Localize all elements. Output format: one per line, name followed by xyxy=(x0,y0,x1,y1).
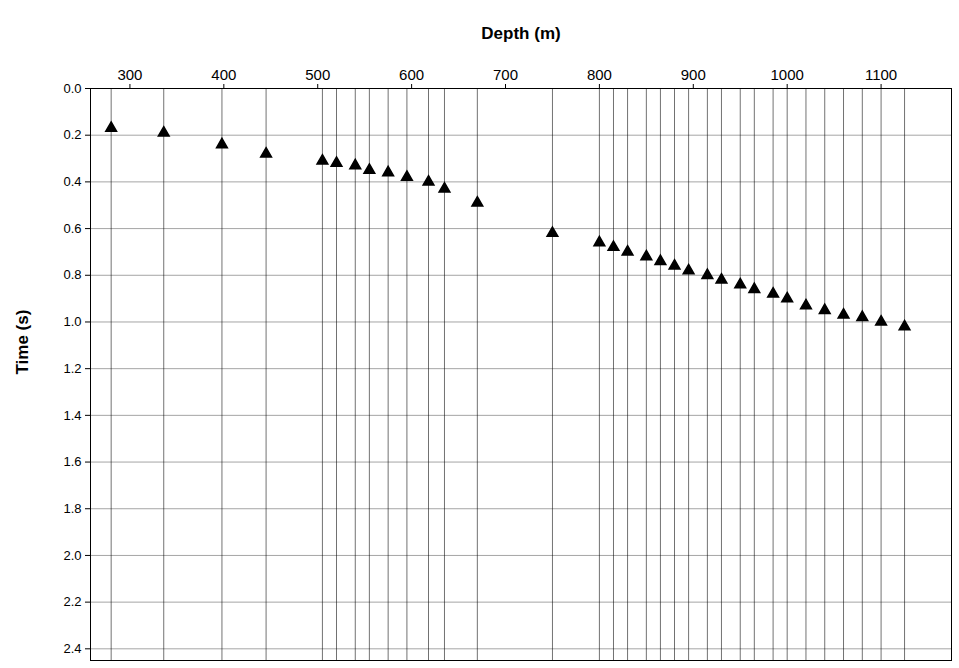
svg-text:600: 600 xyxy=(399,66,424,83)
svg-text:1.2: 1.2 xyxy=(63,361,81,376)
svg-text:Depth (m): Depth (m) xyxy=(481,24,560,43)
svg-text:500: 500 xyxy=(305,66,330,83)
svg-text:0.8: 0.8 xyxy=(63,267,81,282)
svg-text:1000: 1000 xyxy=(770,66,803,83)
svg-text:1.8: 1.8 xyxy=(63,501,81,516)
svg-text:0.6: 0.6 xyxy=(63,221,81,236)
svg-text:0.4: 0.4 xyxy=(63,174,81,189)
svg-text:300: 300 xyxy=(117,66,142,83)
svg-text:0.2: 0.2 xyxy=(63,127,81,142)
svg-text:1100: 1100 xyxy=(865,66,897,83)
svg-text:Time (s): Time (s) xyxy=(13,310,32,375)
svg-text:700: 700 xyxy=(493,66,518,83)
svg-text:800: 800 xyxy=(587,66,612,83)
svg-text:400: 400 xyxy=(211,66,236,83)
svg-text:2.2: 2.2 xyxy=(63,594,81,609)
svg-text:0.0: 0.0 xyxy=(63,81,81,96)
svg-text:1.4: 1.4 xyxy=(63,408,81,423)
svg-text:2.0: 2.0 xyxy=(63,548,81,563)
svg-text:900: 900 xyxy=(681,66,706,83)
svg-text:1.6: 1.6 xyxy=(63,454,81,469)
svg-text:2.4: 2.4 xyxy=(63,641,81,656)
svg-text:1.0: 1.0 xyxy=(63,314,81,329)
